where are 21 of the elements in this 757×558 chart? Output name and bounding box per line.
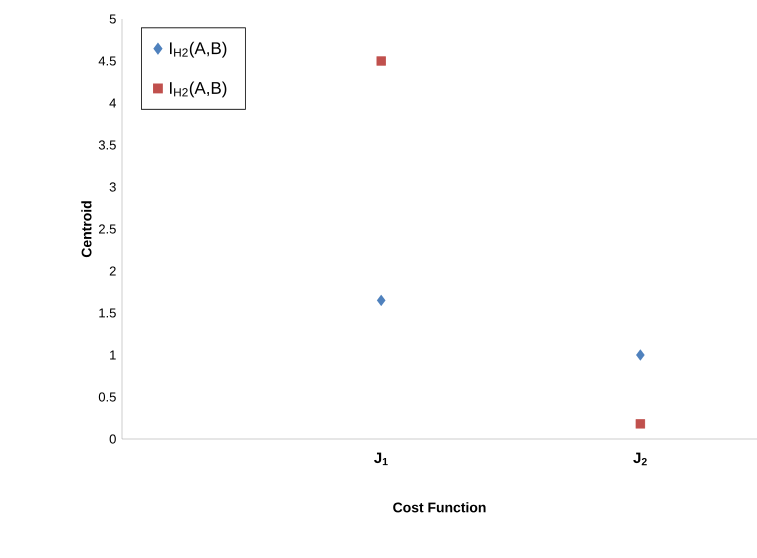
legend-label: I$_{H2}$(A,B) — [170, 42, 226, 58]
y-tick-label: 0.5 — [98, 392, 116, 402]
y-tick-label: 2 — [110, 266, 116, 276]
x-tick-label: J$_{1}$ — [374, 452, 388, 466]
x-axis-title: Cost Function — [393, 502, 486, 512]
y-axis-title: Centroid — [81, 201, 92, 258]
y-tick-label: 0 — [110, 434, 116, 444]
y-tick-label: 2.5 — [99, 224, 116, 234]
y-tick-label: 4.5 — [98, 56, 116, 66]
y-tick-label: 3 — [110, 182, 116, 192]
x-tick-label: J$_{2}$ — [633, 452, 647, 466]
y-tick-label: 5 — [110, 14, 116, 24]
point — [376, 294, 386, 306]
legend-label: I$_{H2}$(A,B) — [170, 82, 226, 98]
y-tick-label: 1 — [110, 350, 116, 360]
y-tick-label: 3.5 — [98, 140, 116, 150]
y-tick-label: 4 — [109, 98, 116, 108]
point — [376, 56, 386, 66]
y-tick-label: 1.5 — [99, 308, 116, 318]
point — [636, 419, 646, 429]
point — [636, 349, 645, 361]
